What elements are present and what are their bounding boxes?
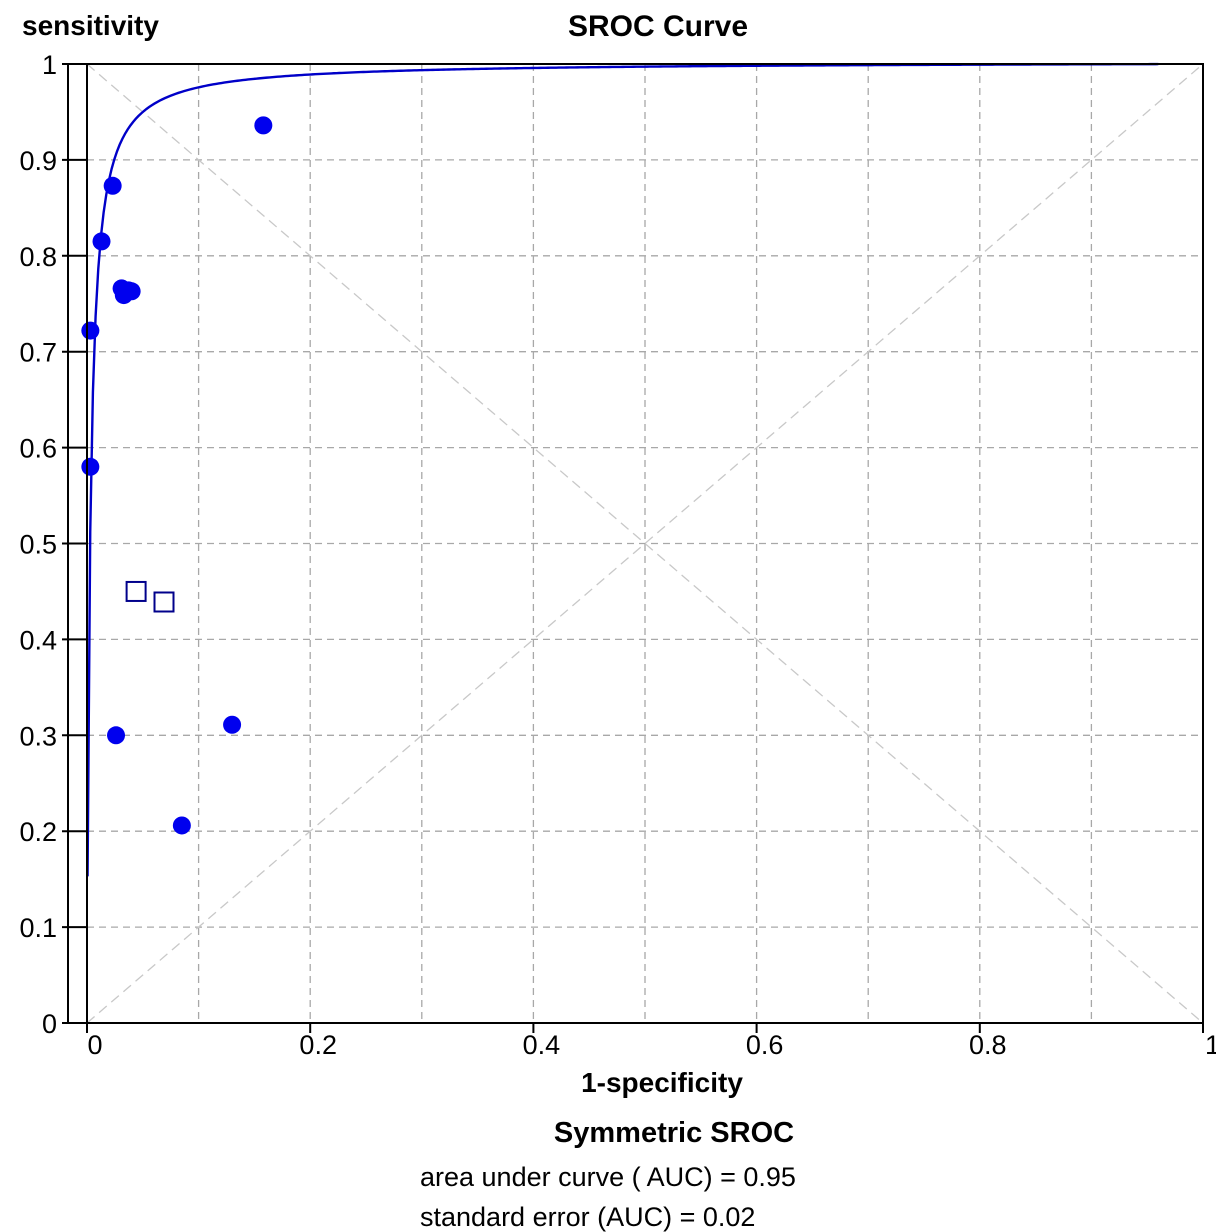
sroc-curve — [86, 62, 1159, 877]
data-point-study — [81, 321, 100, 340]
y-tick-label: 0.5 — [19, 530, 57, 560]
data-point-study — [81, 457, 100, 476]
diagonal-reference-lines — [86, 63, 1204, 1024]
x-tick-label: 1 — [1205, 1030, 1216, 1060]
y-tick-label: 0.1 — [19, 913, 57, 943]
y-tick-label: 0.3 — [19, 721, 57, 751]
data-point-study — [103, 176, 122, 195]
data-point-study — [107, 726, 126, 745]
data-point-study — [254, 116, 273, 135]
axis-ticks: 0 0.1 0.2 0.3 0.4 0.5 0.6 0.7 0.8 0.9 1 0 0.2 0.4 0.6 0… — [19, 50, 1216, 1060]
data-points — [81, 116, 273, 835]
data-point-open-square — [153, 591, 175, 613]
y-tick-label: 0.2 — [19, 817, 57, 847]
x-tick-label: 0.2 — [299, 1030, 337, 1060]
equal-error-diagonal — [86, 63, 1204, 1024]
y-tick-label: 0.8 — [19, 242, 57, 272]
data-point-study — [223, 715, 242, 734]
curve-method-label: Symmetric SROC — [554, 1117, 794, 1149]
x-tick-label: 0.6 — [746, 1030, 784, 1060]
y-tick-label: 1 — [42, 50, 57, 80]
x-axis-label: 1-specificity — [581, 1067, 743, 1098]
y-axis-label: sensitivity — [22, 10, 159, 41]
y-tick-label: 0.9 — [19, 146, 57, 176]
y-tick-label: 0.7 — [19, 338, 57, 368]
x-tick-label: 0 — [87, 1030, 102, 1060]
data-point-study — [92, 232, 111, 251]
grid — [87, 64, 1203, 1023]
x-tick-label: 0.8 — [969, 1030, 1007, 1060]
chance-diagonal — [86, 63, 1204, 1024]
data-point-open-square — [125, 580, 147, 602]
data-point-study — [122, 282, 141, 301]
chart-title: SROC Curve — [568, 10, 748, 43]
y-tick-label: 0 — [42, 1009, 57, 1039]
data-point-study — [172, 816, 191, 835]
y-tick-label: 0.6 — [19, 434, 57, 464]
auc-label: area under curve ( AUC) = 0.95 — [420, 1162, 796, 1192]
x-tick-label: 0.4 — [523, 1030, 561, 1060]
y-tick-label: 0.4 — [19, 625, 57, 655]
auc-se-label: standard error (AUC) = 0.02 — [420, 1202, 755, 1232]
